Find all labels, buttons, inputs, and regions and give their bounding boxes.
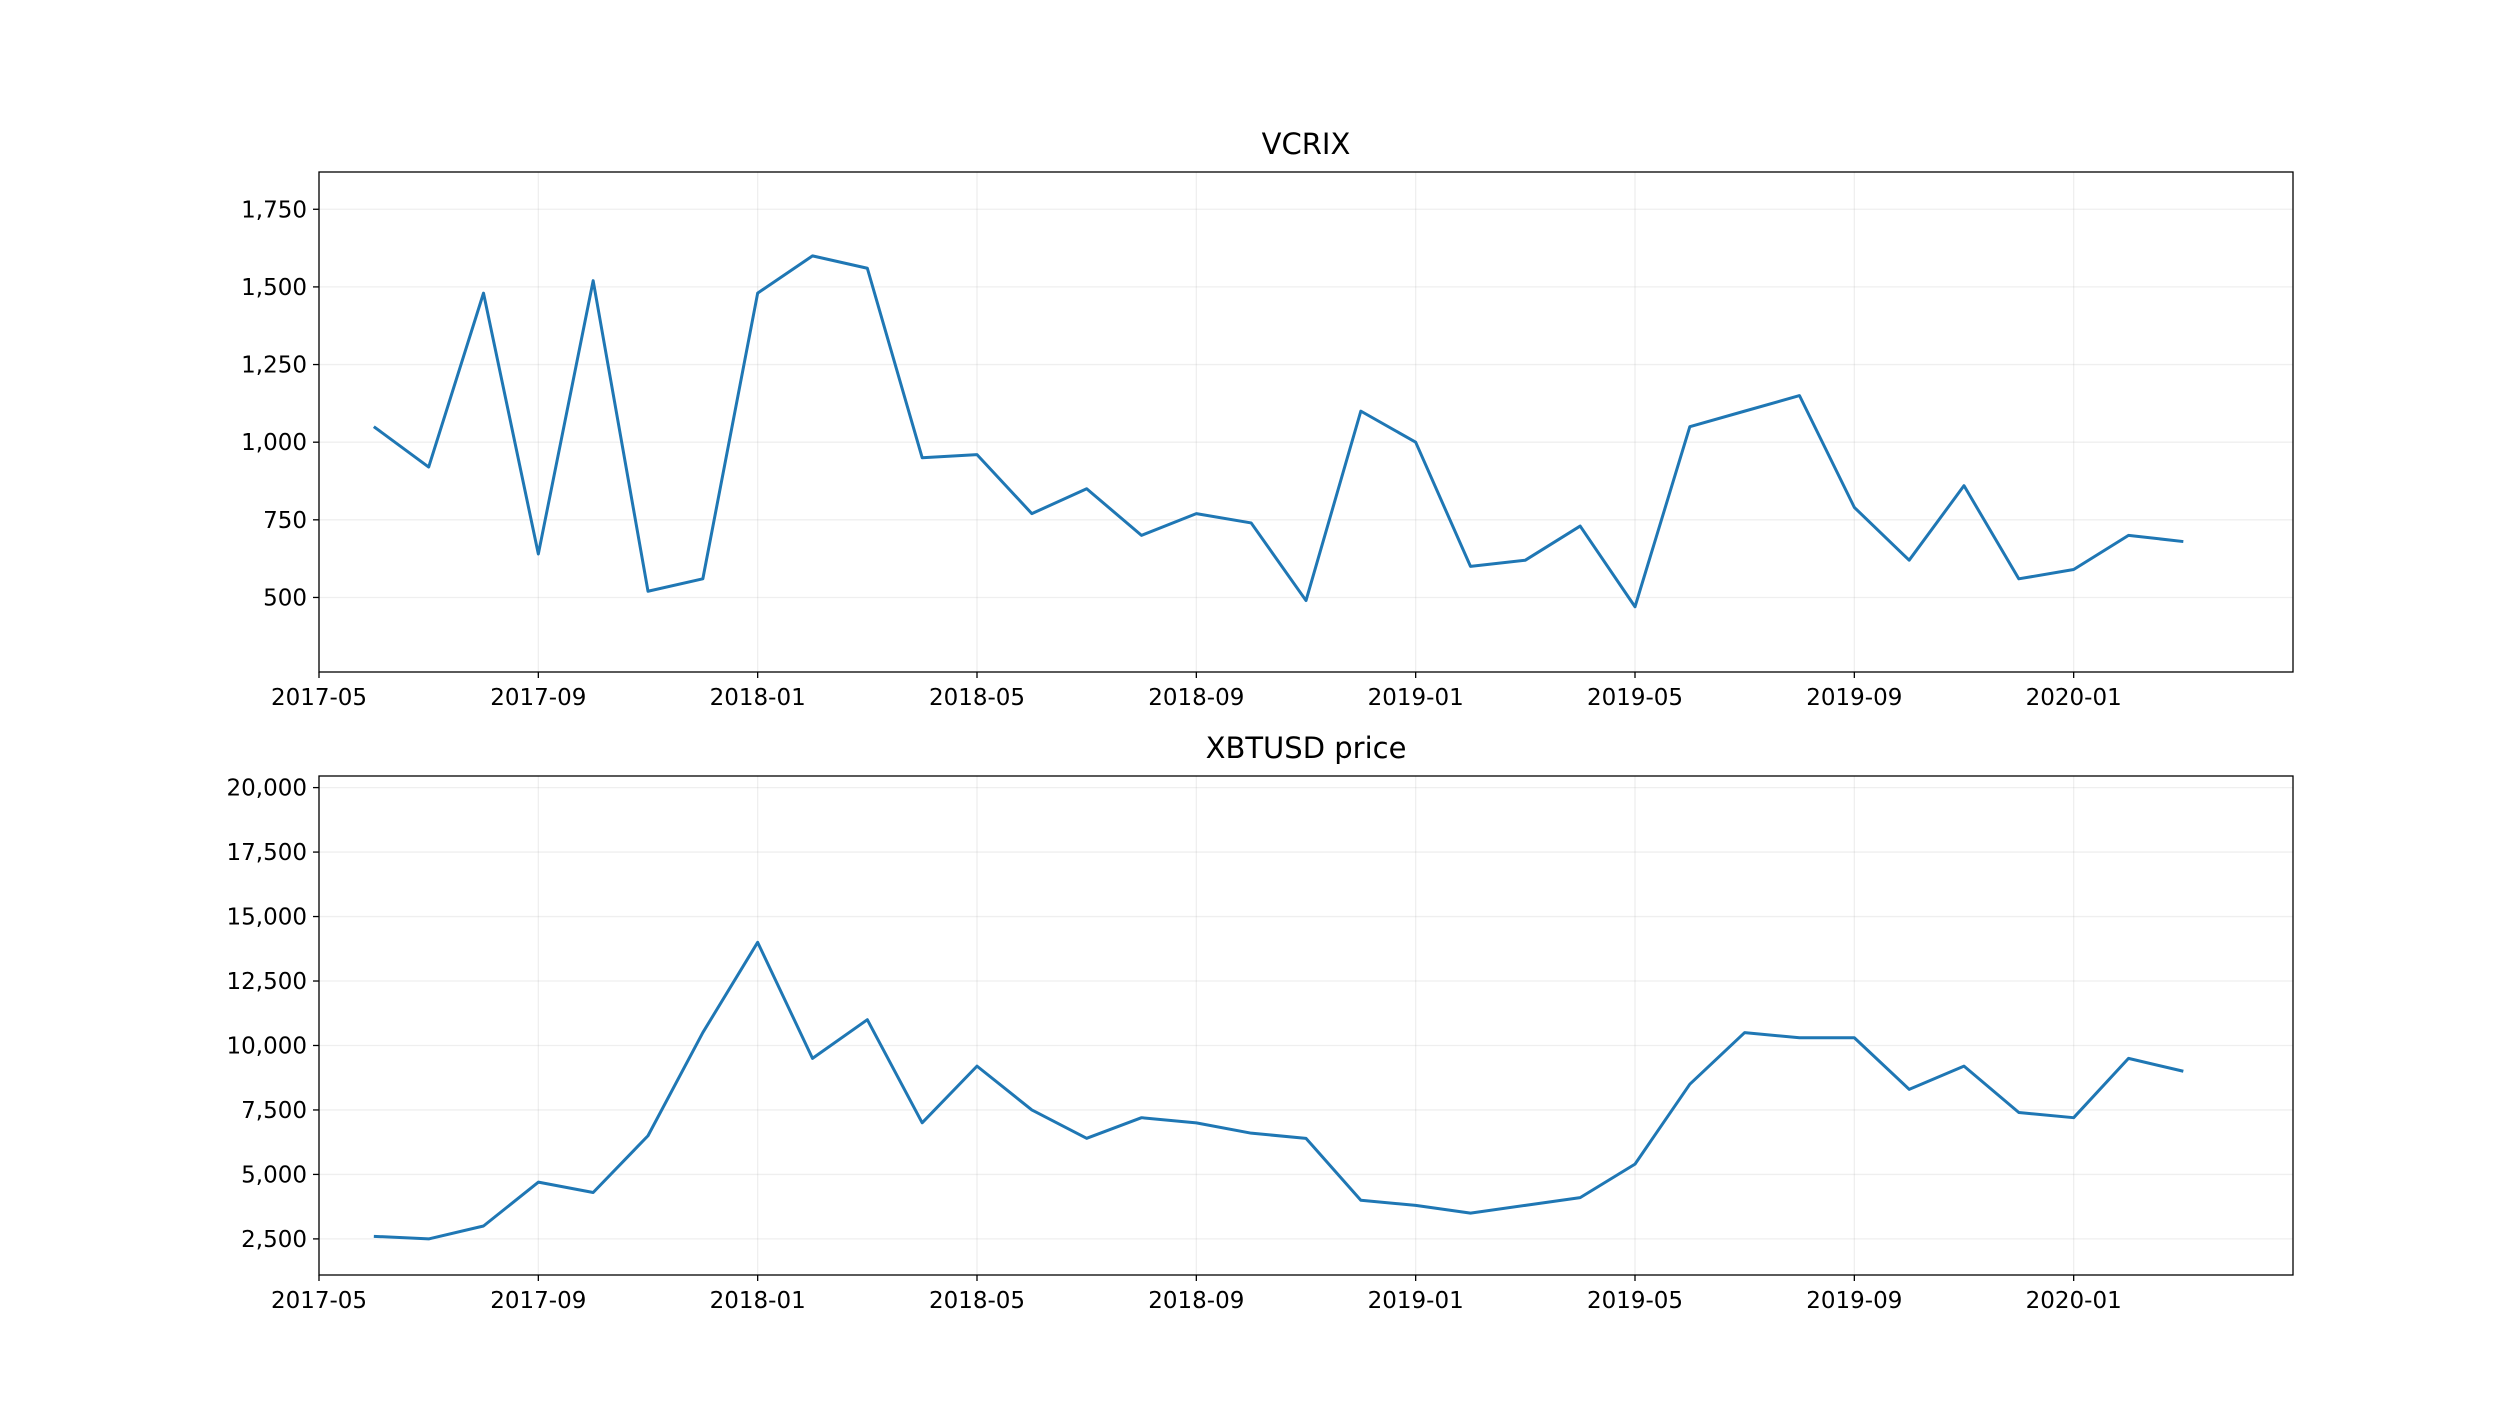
y-tick-label: 500 xyxy=(263,585,307,611)
axes-frame xyxy=(318,171,2294,673)
x-tick-label: 2019-09 xyxy=(1806,685,1902,711)
x-tick-label: 2020-01 xyxy=(2026,685,2122,711)
x-tick-label: 2018-05 xyxy=(929,1288,1025,1314)
x-tick-label: 2019-05 xyxy=(1587,685,1683,711)
chart-title: VCRIX xyxy=(1262,127,1351,161)
axes-frame xyxy=(318,775,2294,1276)
x-tick-label: 2017-05 xyxy=(271,1288,367,1314)
y-tick-label: 17,500 xyxy=(227,840,307,866)
series-line xyxy=(373,940,2184,1241)
x-tick-label: 2019-05 xyxy=(1587,1288,1683,1314)
x-tick-label: 2019-01 xyxy=(1368,1288,1464,1314)
y-tick-label: 1,250 xyxy=(241,353,307,379)
series-line xyxy=(372,254,2184,609)
y-tick-label: 12,500 xyxy=(227,969,307,995)
y-tick-label: 1,750 xyxy=(241,197,307,223)
x-tick-label: 2019-01 xyxy=(1368,685,1464,711)
y-tick-label: 750 xyxy=(263,508,307,534)
x-tick-label: 2017-09 xyxy=(490,1288,586,1314)
y-tick-label: 1,500 xyxy=(241,275,307,301)
y-tick-label: 7,500 xyxy=(241,1098,307,1124)
x-tick-label: 2019-09 xyxy=(1806,1288,1902,1314)
x-tick-label: 2018-09 xyxy=(1148,685,1244,711)
x-tick-label: 2018-09 xyxy=(1148,1288,1244,1314)
x-tick-label: 2017-05 xyxy=(271,685,367,711)
y-tick-label: 5,000 xyxy=(241,1162,307,1188)
x-tick-label: 2020-01 xyxy=(2026,1288,2122,1314)
x-tick-label: 2018-01 xyxy=(710,685,806,711)
x-tick-label: 2018-01 xyxy=(710,1288,806,1314)
y-tick-label: 2,500 xyxy=(241,1227,307,1253)
y-tick-label: 20,000 xyxy=(227,776,307,802)
y-tick-label: 10,000 xyxy=(227,1033,307,1059)
y-tick-label: 15,000 xyxy=(227,905,307,931)
y-tick-label: 1,000 xyxy=(241,430,307,456)
x-tick-label: 2017-09 xyxy=(490,685,586,711)
chart-title: XBTUSD price xyxy=(1206,731,1407,765)
x-tick-label: 2018-05 xyxy=(929,685,1025,711)
